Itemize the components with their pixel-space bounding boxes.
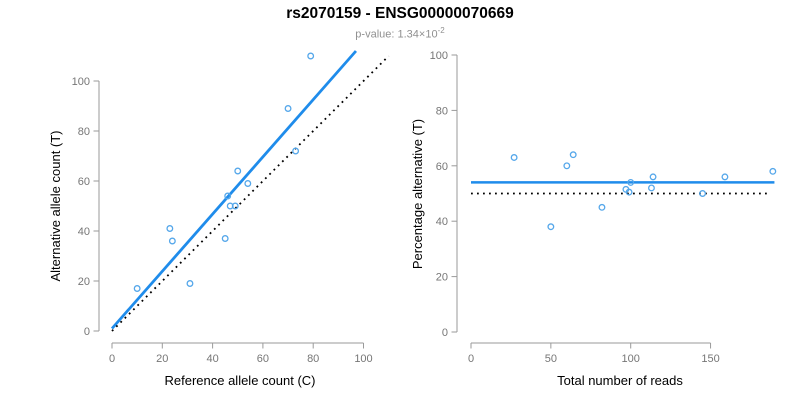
data-point <box>598 203 606 211</box>
data-point <box>133 285 141 292</box>
figure-header: rs2070159 - ENSG00000070669 p-value: 1.3… <box>0 0 800 41</box>
right-scatter-plot: 0 20 40 60 80 100 0 50 100 150 Total number of re… <box>410 50 777 388</box>
y-tick-label: 60 <box>436 161 448 173</box>
right-y-axis-label: Percentage alternative (T) <box>410 119 425 269</box>
left-plot-area: 0 20 40 60 80 100 0 20 40 60 80 100 <box>72 50 390 365</box>
y-tick-label: 40 <box>436 216 448 228</box>
right-plot-area: 0 20 40 60 80 100 0 50 100 150 <box>430 50 777 365</box>
data-point <box>292 147 300 155</box>
x-tick-label: 20 <box>156 353 168 365</box>
x-tick-label: 80 <box>307 353 319 365</box>
x-tick-label: 40 <box>206 353 218 365</box>
data-point <box>231 202 239 210</box>
y-tick-label: 100 <box>430 50 448 62</box>
data-point <box>510 154 518 161</box>
data-point <box>721 173 729 181</box>
y-tick-label: 80 <box>436 105 448 117</box>
data-point <box>307 52 315 60</box>
data-point <box>186 280 194 287</box>
data-point <box>648 184 655 192</box>
pvalue-text: p-value: 1.34×10 <box>355 28 438 41</box>
data-point <box>699 190 707 197</box>
y-tick-label: 60 <box>78 176 90 188</box>
data-point <box>221 235 229 242</box>
data-point <box>166 225 174 232</box>
y-tick-label: 20 <box>436 272 448 284</box>
data-point <box>168 237 176 245</box>
figure-title: rs2070159 - ENSG00000070669 <box>286 5 514 22</box>
data-point <box>563 162 571 170</box>
pvalue-exponent: -2 <box>437 26 445 35</box>
data-point <box>547 223 555 231</box>
y-tick-label: 80 <box>78 126 90 138</box>
left-y-axis-label: Alternative allele count (T) <box>48 130 63 281</box>
data-point <box>627 178 635 186</box>
y-tick-label: 0 <box>84 326 90 338</box>
y-tick-label: 100 <box>72 76 90 88</box>
data-point <box>234 167 242 175</box>
data-point <box>569 151 577 159</box>
x-tick-label: 50 <box>545 353 557 365</box>
x-tick-label: 60 <box>257 353 269 365</box>
y-tick-label: 0 <box>442 327 448 339</box>
data-point <box>224 192 232 200</box>
data-point <box>769 167 777 175</box>
figure-subtitle: p-value: 1.34×10-2 <box>0 26 800 41</box>
data-point <box>649 173 657 181</box>
identity-line <box>111 55 390 332</box>
x-tick-label: 100 <box>622 353 640 365</box>
fit-line <box>110 50 358 330</box>
left-x-axis-label: Reference allele count (C) <box>164 373 315 388</box>
right-x-axis-label: Total number of reads <box>557 373 683 388</box>
y-tick-label: 40 <box>78 226 90 238</box>
x-tick-label: 0 <box>109 353 115 365</box>
y-tick-label: 20 <box>78 276 90 288</box>
x-tick-label: 150 <box>701 353 719 365</box>
data-point <box>284 105 292 112</box>
data-point <box>625 188 633 196</box>
x-tick-label: 100 <box>354 353 372 365</box>
data-point <box>244 180 252 187</box>
left-scatter-plot: 0 20 40 60 80 100 0 20 40 60 80 100 Reference allel… <box>48 50 390 388</box>
x-tick-label: 0 <box>468 353 474 365</box>
